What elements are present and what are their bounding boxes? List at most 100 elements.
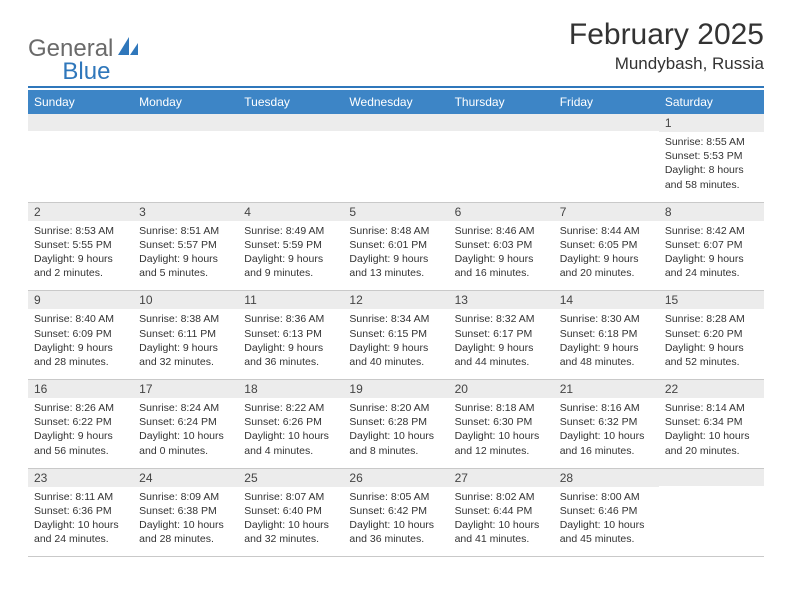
daylight-text: and 24 minutes.	[665, 266, 758, 280]
day-body: Sunrise: 8:14 AMSunset: 6:34 PMDaylight:…	[659, 398, 764, 468]
day-body: Sunrise: 8:20 AMSunset: 6:28 PMDaylight:…	[343, 398, 448, 468]
calendar-week-row: 9Sunrise: 8:40 AMSunset: 6:09 PMDaylight…	[28, 291, 764, 380]
sunset-text: Sunset: 6:28 PM	[349, 415, 442, 429]
day-body: Sunrise: 8:42 AMSunset: 6:07 PMDaylight:…	[659, 221, 764, 291]
daylight-text: Daylight: 10 hours	[349, 429, 442, 443]
sunset-text: Sunset: 5:57 PM	[139, 238, 232, 252]
calendar-day-cell	[659, 468, 764, 557]
sunrise-text: Sunrise: 8:16 AM	[560, 401, 653, 415]
day-number: 11	[238, 291, 343, 309]
calendar-day-cell: 5Sunrise: 8:48 AMSunset: 6:01 PMDaylight…	[343, 202, 448, 291]
calendar-day-cell	[28, 114, 133, 202]
daylight-text: Daylight: 8 hours	[665, 163, 758, 177]
daylight-text: and 32 minutes.	[244, 532, 337, 546]
calendar-day-cell: 24Sunrise: 8:09 AMSunset: 6:38 PMDayligh…	[133, 468, 238, 557]
daylight-text: and 16 minutes.	[560, 444, 653, 458]
daylight-text: and 28 minutes.	[34, 355, 127, 369]
calendar-day-cell: 3Sunrise: 8:51 AMSunset: 5:57 PMDaylight…	[133, 202, 238, 291]
sunrise-text: Sunrise: 8:18 AM	[455, 401, 548, 415]
day-number-stripe	[238, 114, 343, 131]
logo: General Blue	[28, 24, 168, 74]
daylight-text: Daylight: 9 hours	[349, 252, 442, 266]
day-body: Sunrise: 8:07 AMSunset: 6:40 PMDaylight:…	[238, 487, 343, 557]
day-body: Sunrise: 8:16 AMSunset: 6:32 PMDaylight:…	[554, 398, 659, 468]
logo-sail-icon	[118, 37, 140, 62]
sunrise-text: Sunrise: 8:07 AM	[244, 490, 337, 504]
sunrise-text: Sunrise: 8:11 AM	[34, 490, 127, 504]
sunrise-text: Sunrise: 8:36 AM	[244, 312, 337, 326]
day-number: 12	[343, 291, 448, 309]
daylight-text: and 4 minutes.	[244, 444, 337, 458]
daylight-text: and 9 minutes.	[244, 266, 337, 280]
day-number-stripe	[28, 114, 133, 131]
calendar-day-cell	[238, 114, 343, 202]
daylight-text: Daylight: 9 hours	[665, 252, 758, 266]
calendar-week-row: 23Sunrise: 8:11 AMSunset: 6:36 PMDayligh…	[28, 468, 764, 557]
sunset-text: Sunset: 6:46 PM	[560, 504, 653, 518]
daylight-text: and 58 minutes.	[665, 178, 758, 192]
calendar-day-cell: 12Sunrise: 8:34 AMSunset: 6:15 PMDayligh…	[343, 291, 448, 380]
day-number: 27	[449, 469, 554, 487]
daylight-text: Daylight: 10 hours	[455, 518, 548, 532]
daylight-text: Daylight: 9 hours	[349, 341, 442, 355]
day-number: 26	[343, 469, 448, 487]
sunset-text: Sunset: 6:15 PM	[349, 327, 442, 341]
daylight-text: and 8 minutes.	[349, 444, 442, 458]
daylight-text: and 36 minutes.	[244, 355, 337, 369]
day-body	[343, 131, 448, 189]
calendar-day-cell: 13Sunrise: 8:32 AMSunset: 6:17 PMDayligh…	[449, 291, 554, 380]
daylight-text: and 28 minutes.	[139, 532, 232, 546]
day-number: 22	[659, 380, 764, 398]
day-body: Sunrise: 8:22 AMSunset: 6:26 PMDaylight:…	[238, 398, 343, 468]
day-number: 10	[133, 291, 238, 309]
day-body: Sunrise: 8:32 AMSunset: 6:17 PMDaylight:…	[449, 309, 554, 379]
day-body	[238, 131, 343, 189]
day-number: 17	[133, 380, 238, 398]
calendar-day-cell: 28Sunrise: 8:00 AMSunset: 6:46 PMDayligh…	[554, 468, 659, 557]
daylight-text: Daylight: 9 hours	[34, 252, 127, 266]
calendar-body: 1Sunrise: 8:55 AMSunset: 5:53 PMDaylight…	[28, 114, 764, 557]
daylight-text: and 13 minutes.	[349, 266, 442, 280]
sunrise-text: Sunrise: 8:22 AM	[244, 401, 337, 415]
daylight-text: and 40 minutes.	[349, 355, 442, 369]
calendar-day-cell: 6Sunrise: 8:46 AMSunset: 6:03 PMDaylight…	[449, 202, 554, 291]
day-number-stripe	[449, 114, 554, 131]
logo-text-blue: Blue	[62, 58, 110, 86]
day-number-stripe	[659, 469, 764, 486]
daylight-text: Daylight: 9 hours	[455, 341, 548, 355]
day-number: 4	[238, 203, 343, 221]
sunset-text: Sunset: 6:40 PM	[244, 504, 337, 518]
header: General Blue February 2025 Mundybash, Ru…	[28, 18, 764, 74]
sunset-text: Sunset: 6:26 PM	[244, 415, 337, 429]
daylight-text: and 16 minutes.	[455, 266, 548, 280]
sunset-text: Sunset: 6:24 PM	[139, 415, 232, 429]
daylight-text: Daylight: 9 hours	[139, 252, 232, 266]
calendar-table: SundayMondayTuesdayWednesdayThursdayFrid…	[28, 90, 764, 557]
daylight-text: and 12 minutes.	[455, 444, 548, 458]
day-number: 9	[28, 291, 133, 309]
daylight-text: and 24 minutes.	[34, 532, 127, 546]
sunrise-text: Sunrise: 8:05 AM	[349, 490, 442, 504]
day-number: 28	[554, 469, 659, 487]
calendar-day-cell: 20Sunrise: 8:18 AMSunset: 6:30 PMDayligh…	[449, 380, 554, 469]
sunrise-text: Sunrise: 8:26 AM	[34, 401, 127, 415]
sunset-text: Sunset: 6:36 PM	[34, 504, 127, 518]
calendar-day-cell: 26Sunrise: 8:05 AMSunset: 6:42 PMDayligh…	[343, 468, 448, 557]
daylight-text: Daylight: 9 hours	[34, 341, 127, 355]
day-number: 7	[554, 203, 659, 221]
daylight-text: Daylight: 10 hours	[139, 518, 232, 532]
calendar-day-cell: 15Sunrise: 8:28 AMSunset: 6:20 PMDayligh…	[659, 291, 764, 380]
day-number-stripe	[554, 114, 659, 131]
calendar-day-cell: 1Sunrise: 8:55 AMSunset: 5:53 PMDaylight…	[659, 114, 764, 202]
sunset-text: Sunset: 6:22 PM	[34, 415, 127, 429]
daylight-text: Daylight: 9 hours	[455, 252, 548, 266]
sunrise-text: Sunrise: 8:02 AM	[455, 490, 548, 504]
sunrise-text: Sunrise: 8:48 AM	[349, 224, 442, 238]
day-number: 14	[554, 291, 659, 309]
daylight-text: Daylight: 9 hours	[34, 429, 127, 443]
sunset-text: Sunset: 5:59 PM	[244, 238, 337, 252]
weekday-header: Sunday	[28, 90, 133, 114]
sunrise-text: Sunrise: 8:44 AM	[560, 224, 653, 238]
weekday-header: Saturday	[659, 90, 764, 114]
day-number: 20	[449, 380, 554, 398]
